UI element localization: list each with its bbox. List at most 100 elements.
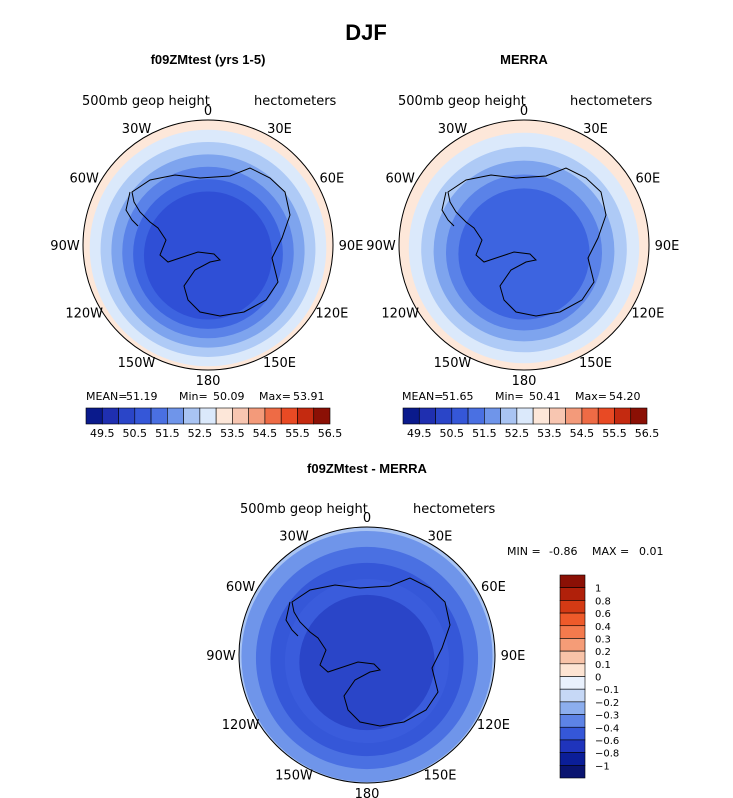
max-label: Max= bbox=[575, 390, 607, 403]
colorbar-swatch bbox=[101, 407, 119, 425]
longitude-label: 60W bbox=[226, 580, 256, 595]
colorbar-swatch bbox=[559, 638, 586, 652]
colorbar-tick-label: −0.8 bbox=[595, 749, 619, 760]
colorbar-tick-label: 50.5 bbox=[123, 427, 148, 440]
colorbar-swatch bbox=[85, 407, 103, 425]
colorbar-swatch bbox=[559, 600, 586, 614]
longitude-label: 30E bbox=[428, 529, 453, 544]
peninsula-coastline bbox=[285, 601, 299, 637]
colorbar-swatch bbox=[134, 407, 152, 425]
contour-band bbox=[143, 191, 273, 320]
colorbar-tick-label: 49.5 bbox=[407, 427, 432, 440]
colorbar-swatch bbox=[559, 625, 586, 639]
longitude-label: 60E bbox=[635, 172, 660, 187]
longitude-label: 150W bbox=[434, 356, 472, 371]
min-value: 50.41 bbox=[529, 390, 561, 403]
longitude-label: 0 bbox=[363, 511, 371, 526]
longitude-label: 0 bbox=[204, 104, 212, 119]
colorbar-tick-label: 0.8 bbox=[595, 596, 611, 607]
longitude-label: 120E bbox=[631, 307, 664, 322]
longitude-label: 180 bbox=[512, 374, 537, 389]
longitude-label: 150E bbox=[423, 769, 456, 784]
longitude-label: 90W bbox=[50, 239, 80, 254]
colorbar: 49.5 50.5 51.5 52.5 53.5 54.5 55.5 56.5 bbox=[402, 407, 660, 440]
peninsula-coastline bbox=[441, 191, 455, 227]
colorbar-tick-label: −0.4 bbox=[595, 723, 619, 734]
colorbar-tick-label: 0.1 bbox=[595, 660, 611, 671]
longitude-label: 180 bbox=[196, 374, 221, 389]
mean-label: MEAN= bbox=[86, 390, 127, 403]
colorbar-swatch bbox=[248, 407, 266, 425]
colorbar-tick-label: 54.5 bbox=[570, 427, 595, 440]
colorbar-swatch bbox=[280, 407, 298, 425]
colorbar-tick-label: 1 bbox=[595, 584, 601, 595]
longitude-label: 150W bbox=[118, 356, 156, 371]
colorbar-swatch bbox=[435, 407, 453, 425]
longitude-label: 120E bbox=[315, 307, 348, 322]
longitude-label: 90E bbox=[655, 239, 680, 254]
longitude-label: 30E bbox=[583, 122, 608, 137]
panel-model: f09ZMtest (yrs 1-5) 500mb geop height he… bbox=[50, 52, 363, 440]
colorbar-tick-label: 51.5 bbox=[155, 427, 180, 440]
colorbar-swatch bbox=[451, 407, 469, 425]
longitude-label: 150E bbox=[579, 356, 612, 371]
colorbar-tick-label: 0 bbox=[595, 673, 601, 684]
panel-title: MERRA bbox=[500, 52, 548, 67]
figure-title: DJF bbox=[345, 20, 387, 45]
longitude-label: 180 bbox=[355, 787, 380, 798]
colorbar-tick-label: 0.3 bbox=[595, 634, 611, 645]
colorbar-swatch bbox=[549, 407, 566, 425]
colorbar-swatch bbox=[516, 407, 534, 425]
coastline bbox=[447, 167, 607, 317]
longitude-label: 150E bbox=[263, 356, 296, 371]
colorbar-tick-label: 53.5 bbox=[220, 427, 245, 440]
colorbar-swatch bbox=[183, 407, 201, 425]
colorbar-swatch bbox=[150, 407, 168, 425]
colorbar-swatch bbox=[418, 407, 436, 425]
colorbar-tick-label: 53.5 bbox=[537, 427, 562, 440]
colorbar-swatch bbox=[597, 407, 615, 425]
mean-label: MEAN= bbox=[402, 390, 443, 403]
map-boundary bbox=[238, 526, 496, 784]
colorbar-swatch bbox=[297, 407, 315, 425]
map-field bbox=[399, 120, 649, 370]
map-field bbox=[83, 120, 333, 370]
colorbar-swatch bbox=[167, 407, 184, 425]
contour-band bbox=[458, 188, 590, 320]
colorbar-swatch bbox=[559, 714, 586, 728]
colorbar-tick-label: 51.5 bbox=[472, 427, 497, 440]
max-value: 0.01 bbox=[639, 545, 664, 558]
colorbar-swatch bbox=[118, 407, 136, 425]
longitude-label: 30W bbox=[438, 122, 468, 137]
units-label: hectometers bbox=[254, 94, 337, 109]
colorbar-swatch bbox=[559, 612, 586, 627]
units-label: hectometers bbox=[570, 94, 653, 109]
colorbar-tick-label: 56.5 bbox=[318, 427, 343, 440]
max-label: MAX = bbox=[592, 545, 629, 558]
variable-label: 500mb geop height bbox=[398, 94, 526, 109]
colorbar-tick-label: −1 bbox=[595, 761, 610, 772]
colorbar-swatch bbox=[559, 765, 586, 779]
colorbar-tick-label: 55.5 bbox=[602, 427, 627, 440]
colorbar-swatch bbox=[467, 407, 485, 425]
panel-merra: MERRA 500mb geop height hectometers 0 30E… bbox=[366, 52, 679, 440]
colorbar-tick-label: 0.4 bbox=[595, 622, 611, 633]
colorbar-swatch bbox=[199, 407, 217, 425]
colorbar-tick-label: −0.3 bbox=[595, 711, 619, 722]
max-value: 53.91 bbox=[293, 390, 325, 403]
colorbar-swatch bbox=[559, 676, 586, 690]
colorbar-swatch bbox=[565, 407, 583, 425]
panel-title: f09ZMtest - MERRA bbox=[307, 461, 428, 476]
colorbar-swatch bbox=[559, 663, 586, 677]
longitude-label: 120W bbox=[222, 718, 260, 733]
coastline bbox=[131, 167, 291, 317]
longitude-label: 90E bbox=[501, 649, 526, 664]
colorbar-swatch bbox=[559, 701, 586, 715]
colorbar-swatch bbox=[313, 407, 331, 425]
colorbar-swatch bbox=[614, 407, 632, 425]
colorbar-swatch bbox=[559, 688, 586, 703]
longitude-label: 120W bbox=[381, 307, 419, 322]
longitude-labels: 0 30E 60E 90E 120E 150E 180 150W 120W 90W 60W 30W bbox=[206, 511, 525, 798]
colorbar-tick-label: 56.5 bbox=[635, 427, 660, 440]
